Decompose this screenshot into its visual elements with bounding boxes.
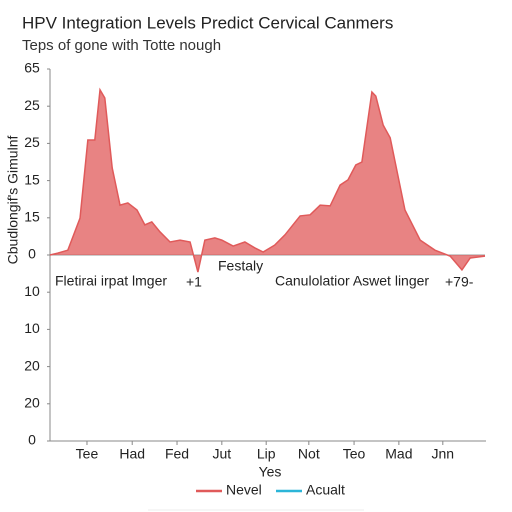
legend-label: Nevel — [226, 482, 262, 498]
y-tick-label: 15 — [24, 171, 40, 187]
annotation: +79- — [445, 274, 474, 290]
y-tick-label: 10 — [24, 320, 40, 336]
x-axis-label: Yes — [259, 464, 282, 480]
x-tick-label: Lip — [257, 446, 276, 462]
y-tick-label: 15 — [24, 209, 40, 225]
x-tick-label: Teo — [343, 446, 366, 462]
annotation: Festaly — [218, 258, 263, 274]
x-tick-label: Not — [298, 446, 320, 462]
annotation: Canulolatior Aswet linger — [275, 273, 429, 289]
y-axis-label: Cbudlongif's Gimulnf — [5, 136, 21, 265]
area — [50, 89, 485, 273]
x-tick-label: Had — [119, 446, 145, 462]
y-tick-label: 0 — [28, 246, 36, 262]
y-tick-label: 10 — [24, 283, 40, 299]
legend-label: Acualt — [306, 482, 345, 498]
area-line — [49, 87, 486, 273]
y-tick-label: 20 — [24, 357, 40, 373]
x-tick-label: Mad — [385, 446, 412, 462]
annotation: +1 — [186, 274, 202, 290]
y-tick-label: 0 — [28, 432, 36, 448]
y-tick-label: 20 — [24, 395, 40, 411]
x-tick-label: Fed — [165, 446, 189, 462]
y-tick-label: 25 — [24, 97, 40, 113]
x-tick-label: Tee — [76, 446, 99, 462]
y-tick-label: 65 — [24, 60, 40, 76]
chart-subtitle: Teps of gone with Totte nough — [22, 37, 221, 54]
x-tick-label: Jnn — [432, 446, 455, 462]
x-tick-label: Jut — [212, 446, 231, 462]
chart-title: HPV Integration Levels Predict Cervical … — [22, 13, 393, 32]
annotation: Fletirai irpat lmger — [55, 273, 167, 289]
y-tick-label: 25 — [24, 134, 40, 150]
